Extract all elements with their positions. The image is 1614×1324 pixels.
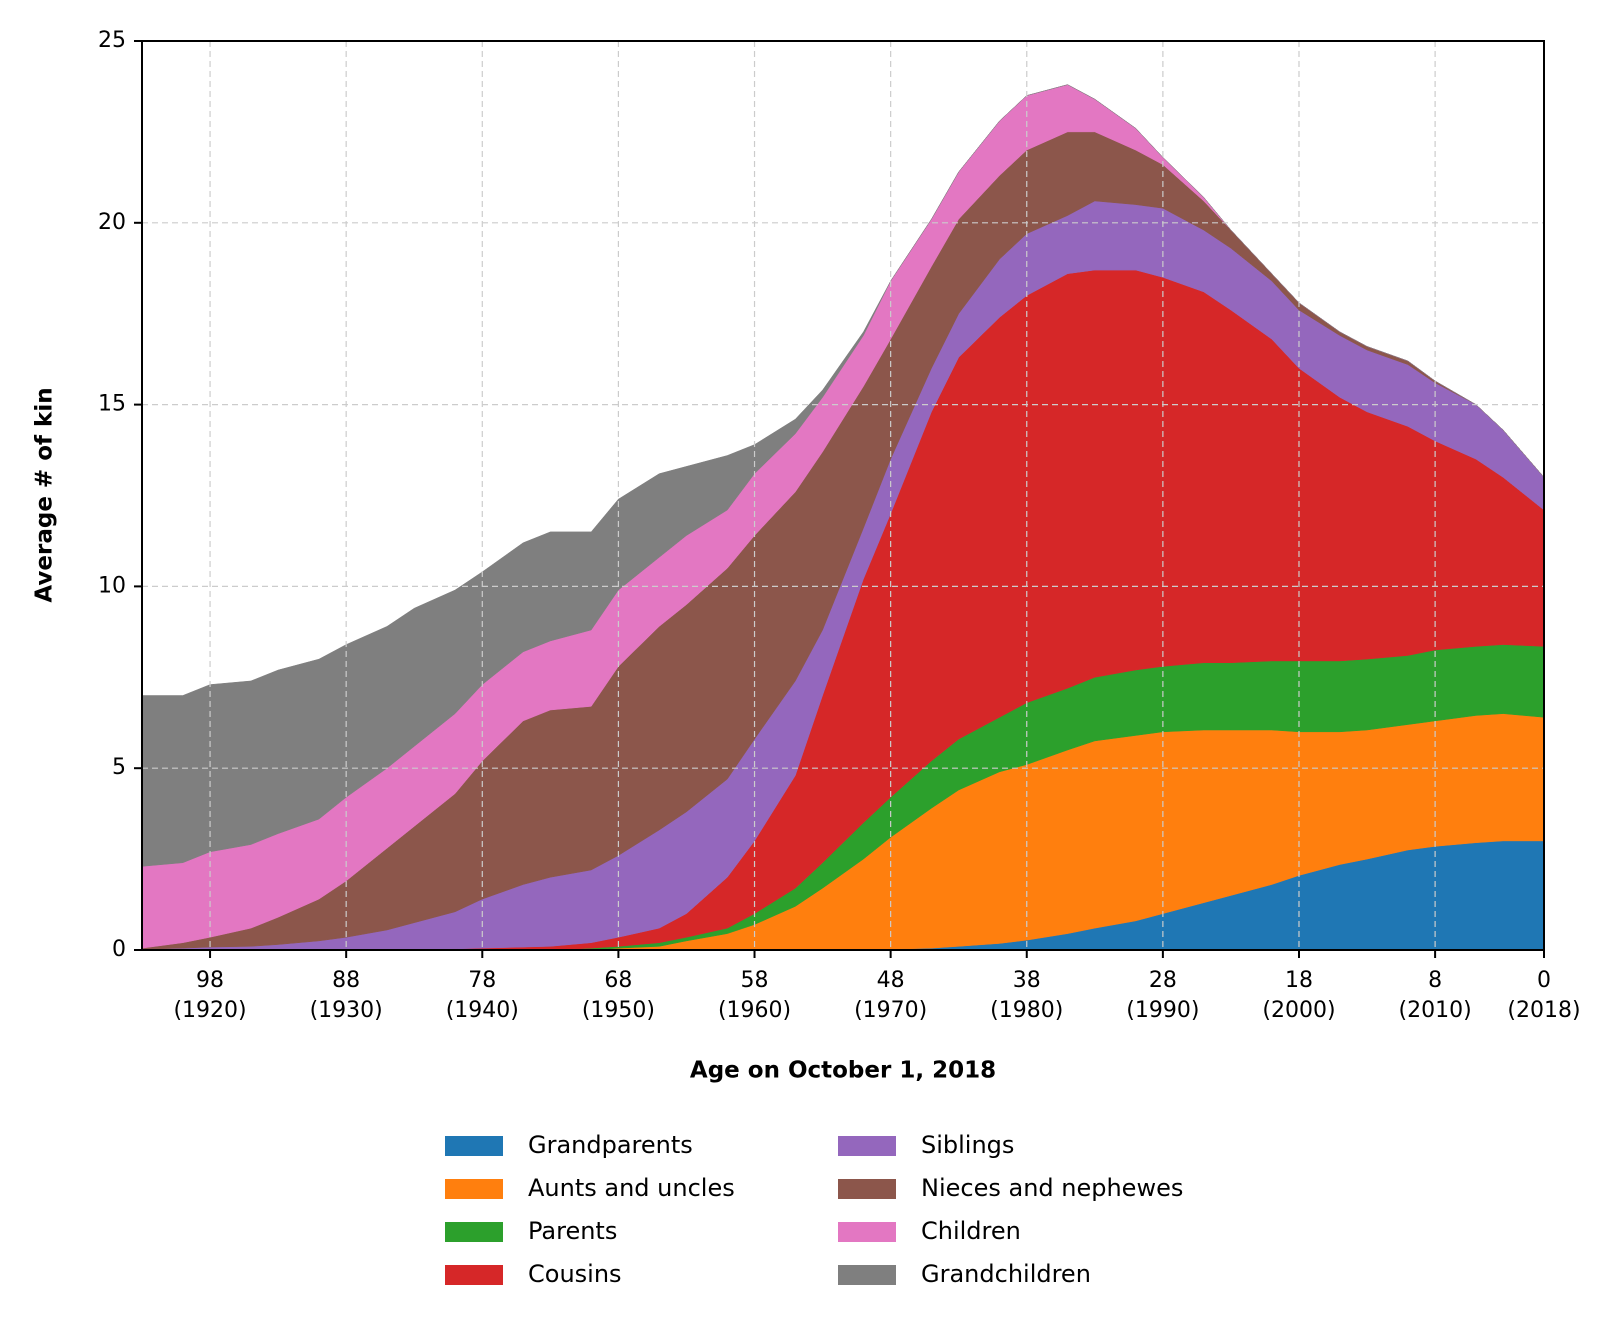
legend-swatch [838, 1265, 896, 1285]
legend-label: Children [921, 1217, 1021, 1245]
x-axis-label: Age on October 1, 2018 [690, 1058, 996, 1084]
x-tick-label: 8 (2010) [1398, 968, 1472, 1023]
y-tick-label: 10 [98, 573, 126, 598]
legend-swatch [445, 1222, 503, 1242]
areas [141, 84, 1545, 951]
x-tick-label: 78 (1940) [445, 968, 519, 1023]
x-tick-label: 88 (1930) [309, 968, 383, 1023]
y-tick-label: 25 [98, 28, 126, 53]
legend-label: Siblings [921, 1131, 1014, 1159]
x-tick-label: 48 (1970) [854, 968, 928, 1023]
legend-label: Parents [528, 1217, 617, 1245]
legend-swatch [838, 1136, 896, 1156]
x-tick-label: 18 (2000) [1262, 968, 1336, 1023]
y-axis-label: Average # of kin [32, 387, 58, 602]
x-tick-label: 38 (1980) [990, 968, 1064, 1023]
area [141, 84, 1545, 867]
legend-swatch [445, 1136, 503, 1156]
x-tick-label: 68 (1950) [581, 968, 655, 1023]
plot-frame [141, 40, 1545, 951]
y-tick-label: 20 [98, 210, 126, 235]
legend-label: Aunts and uncles [528, 1174, 735, 1202]
x-tick-label: 28 (1990) [1126, 968, 1200, 1023]
legend-swatch [445, 1265, 503, 1285]
legend-swatch [838, 1179, 896, 1199]
x-tick-label: 58 (1960) [717, 968, 792, 1023]
legend-label: Grandparents [528, 1131, 693, 1159]
y-tick-label: 5 [112, 755, 126, 780]
legend-label: Nieces and nephewes [921, 1174, 1183, 1202]
legend-label: Grandchildren [921, 1260, 1091, 1288]
y-tick-label: 15 [98, 392, 126, 417]
x-tick-label: 98 (1920) [173, 968, 247, 1023]
y-tick-label: 0 [112, 937, 126, 962]
legend-label: Cousins [528, 1260, 622, 1288]
legend-swatch [445, 1179, 503, 1199]
x-tick-label: 0 (2018) [1507, 968, 1581, 1023]
legend-swatch [838, 1222, 896, 1242]
